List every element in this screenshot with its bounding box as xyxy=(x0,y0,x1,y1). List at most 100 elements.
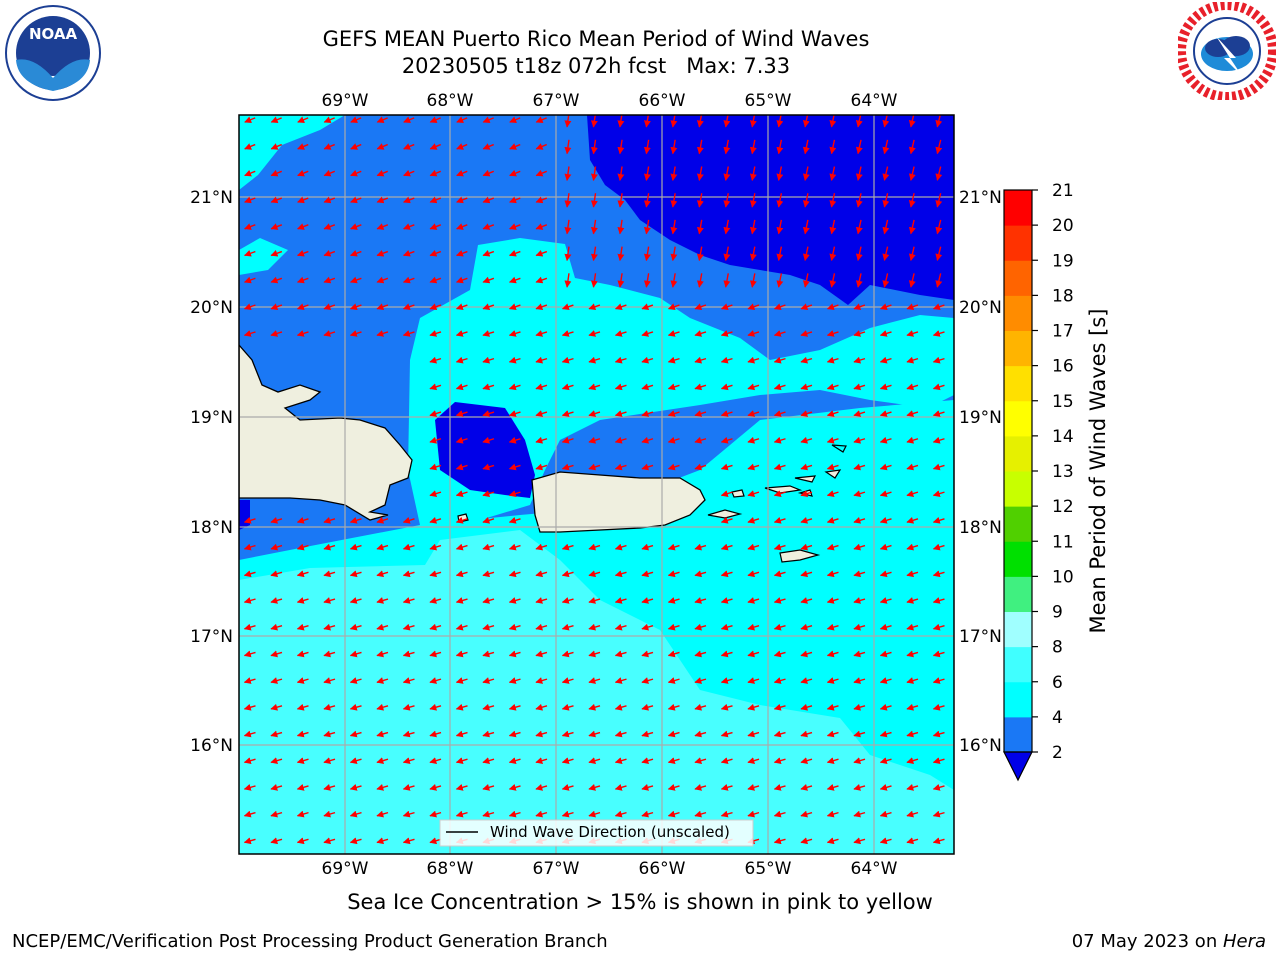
footer-date-text: 07 May 2023 on xyxy=(1071,931,1223,952)
wave-arrow xyxy=(535,196,548,204)
wave-arrow xyxy=(243,250,256,257)
sea-ice-note: Sea Ice Concentration > 15% is shown in … xyxy=(347,890,933,914)
wave-arrow xyxy=(296,250,309,257)
wave-arrow xyxy=(720,383,733,391)
wave-arrow xyxy=(429,677,442,684)
wave-arrow xyxy=(508,516,521,524)
wave-arrow xyxy=(482,410,495,417)
wave-arrow xyxy=(879,410,892,417)
wave-arrow xyxy=(588,597,601,604)
wave-arrow xyxy=(694,623,707,631)
wave-arrow xyxy=(826,410,839,417)
wave-arrow xyxy=(535,543,548,551)
wave-arrow xyxy=(402,837,415,845)
wave-arrow xyxy=(908,139,916,155)
wave-arrow xyxy=(429,116,441,123)
wave-arrow xyxy=(773,757,786,765)
wave-arrow xyxy=(296,516,309,524)
wave-arrow xyxy=(696,246,704,262)
wave-arrow xyxy=(932,623,945,631)
colorbar-tick-label: 18 xyxy=(1052,286,1074,306)
wave-arrow xyxy=(667,463,680,471)
wave-arrow xyxy=(853,463,866,471)
wave-arrow xyxy=(535,703,548,711)
wave-arrow xyxy=(694,410,707,417)
wave-arrow xyxy=(297,143,309,150)
wave-arrow xyxy=(349,543,362,551)
wave-arrow xyxy=(508,490,521,497)
wave-arrow xyxy=(932,837,945,845)
wave-arrow xyxy=(349,623,362,631)
wave-arrow xyxy=(376,730,389,738)
wave-arrow xyxy=(720,597,733,604)
lon-label-top: 64°W xyxy=(851,91,898,111)
wave-arrow xyxy=(694,543,707,551)
wave-arrow xyxy=(826,650,839,658)
wave-arrow xyxy=(879,783,892,791)
wave-arrow xyxy=(402,276,415,284)
wave-arrow xyxy=(882,193,890,208)
wave-arrow xyxy=(879,330,892,337)
wave-arrow xyxy=(296,570,309,578)
wave-arrow xyxy=(243,330,256,337)
footer-date: 07 May 2023 on Hera xyxy=(1072,931,1266,952)
wave-arrow xyxy=(906,783,919,791)
lon-label-bottom: 64°W xyxy=(851,859,898,879)
wave-arrow xyxy=(723,193,731,208)
wave-arrow xyxy=(641,677,654,684)
wave-arrow xyxy=(376,623,389,631)
wave-arrow xyxy=(482,330,495,337)
wave-arrow xyxy=(323,757,336,765)
wave-arrow xyxy=(720,356,733,364)
wave-arrow xyxy=(429,169,442,177)
wave-arrow xyxy=(244,196,256,204)
wave-arrow xyxy=(641,570,654,578)
wave-arrow xyxy=(508,810,521,818)
wave-arrow xyxy=(535,783,548,791)
wave-arrow xyxy=(641,410,654,417)
wave-arrow xyxy=(535,356,548,364)
wave-arrow xyxy=(564,273,572,288)
wave-arrow xyxy=(323,623,336,631)
wave-arrow xyxy=(694,703,707,711)
wave-arrow xyxy=(932,757,945,765)
colorbar: 2 4 6 8 9 10 11 12 13 14 15 16 17 18 19 20 21 xyxy=(1003,181,1074,782)
wave-arrow xyxy=(564,139,572,155)
wave-arrow xyxy=(879,703,892,711)
wave-arrow xyxy=(535,276,548,284)
wave-arrow xyxy=(696,166,704,181)
wave-arrow xyxy=(429,783,442,791)
wave-arrow xyxy=(270,783,283,791)
wave-arrow xyxy=(323,837,336,845)
wave-arrow xyxy=(935,273,943,288)
wave-arrow xyxy=(508,677,521,684)
wave-arrow xyxy=(720,490,733,497)
wave-arrow xyxy=(776,166,784,181)
wave-arrow xyxy=(747,543,760,551)
wave-arrow xyxy=(773,730,786,738)
wave-arrow xyxy=(323,730,336,738)
wave-arrow xyxy=(720,570,733,578)
wave-arrow xyxy=(402,250,415,257)
wave-arrow xyxy=(376,570,389,578)
wave-arrow xyxy=(270,810,283,818)
wave-arrow xyxy=(879,810,892,818)
colorbar-segment xyxy=(1004,471,1032,507)
wave-arrow xyxy=(643,273,651,288)
wave-arrow xyxy=(376,303,389,311)
wave-arrow xyxy=(429,516,442,524)
wave-arrow xyxy=(296,303,309,311)
lat-label-right: 21°N xyxy=(959,188,1002,208)
wave-arrow xyxy=(270,143,282,150)
wave-arrow xyxy=(932,356,945,364)
wave-arrow xyxy=(508,356,521,364)
lon-label-bottom: 66°W xyxy=(639,859,686,879)
wave-arrow xyxy=(349,516,362,524)
wave-arrow xyxy=(456,169,468,177)
wave-arrow xyxy=(879,303,892,311)
wave-arrow xyxy=(296,810,309,818)
wave-arrow xyxy=(482,223,495,230)
wave-arrow xyxy=(829,246,837,262)
wave-arrow xyxy=(429,650,442,658)
island-culebra-vieques xyxy=(707,469,842,519)
